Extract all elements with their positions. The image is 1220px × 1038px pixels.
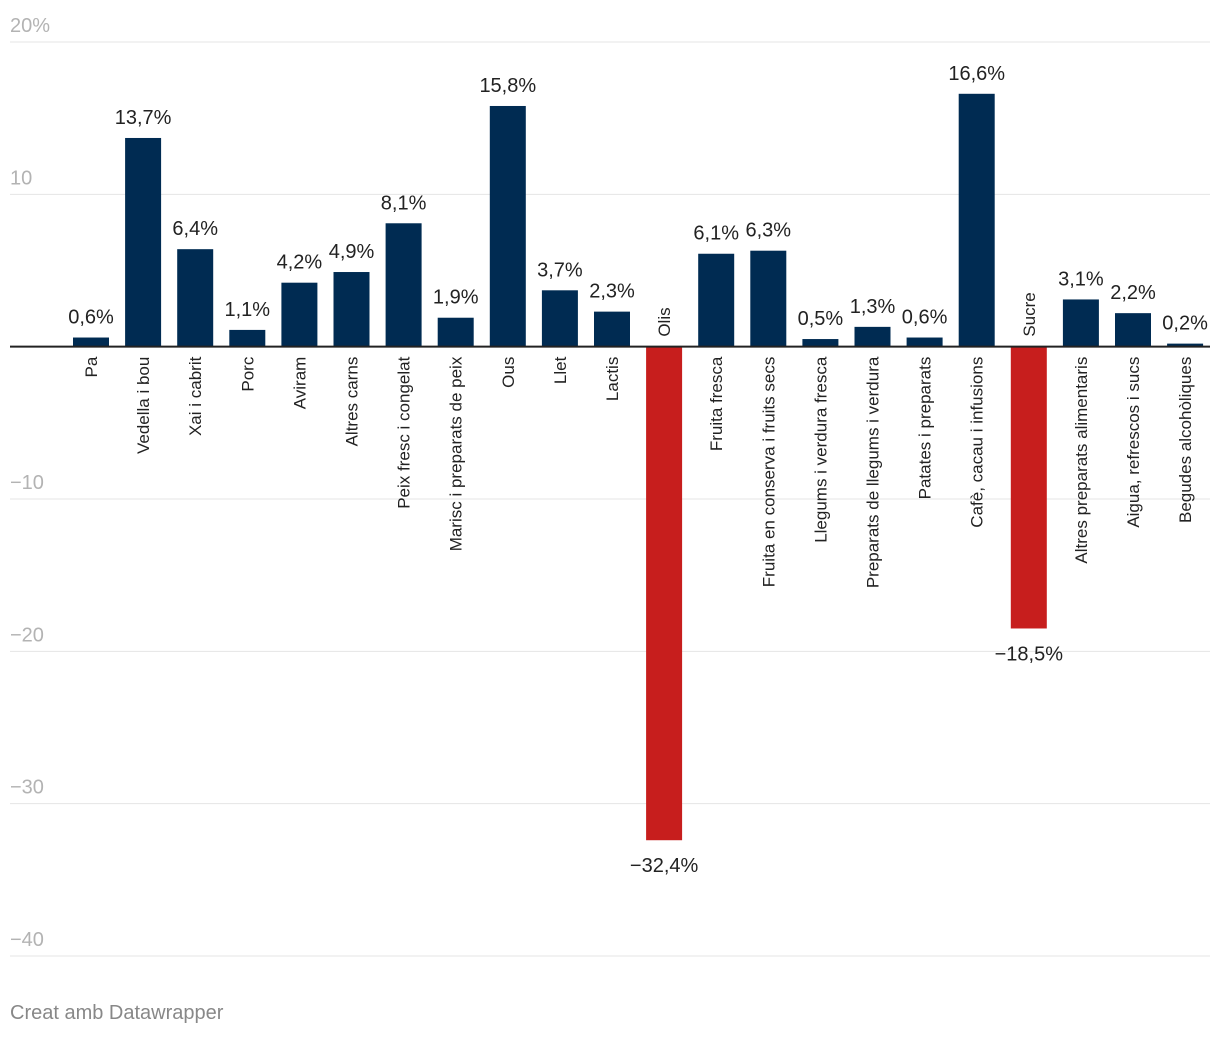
value-label: 15,8% xyxy=(479,75,536,97)
value-label: 0,6% xyxy=(68,307,114,329)
value-label: 0,6% xyxy=(902,307,948,329)
y-tick-label: 20% xyxy=(10,15,50,37)
y-axis-ticks: 20% 10 −10 −20 −30 −40 xyxy=(10,15,50,951)
value-label: 1,3% xyxy=(850,296,896,318)
bar xyxy=(958,93,995,347)
category-label: Begudes alcohòliques xyxy=(1176,357,1195,523)
value-label: −32,4% xyxy=(630,855,699,877)
bar xyxy=(177,249,214,347)
value-label: 6,4% xyxy=(172,218,218,240)
category-label: Aviram xyxy=(290,357,309,410)
category-label: Peix fresc i congelat xyxy=(395,356,414,508)
category-label: Sucre xyxy=(1020,292,1039,336)
y-tick-label: −10 xyxy=(10,472,44,494)
value-label: 4,2% xyxy=(277,252,323,274)
category-label: Altres carns xyxy=(343,357,362,447)
category-label: Olis xyxy=(655,307,674,336)
bar xyxy=(385,223,422,347)
category-label: Fruita en conserva i fruits secs xyxy=(759,357,778,588)
value-label: 8,1% xyxy=(381,192,427,214)
category-label: Lactis xyxy=(603,357,622,401)
bar xyxy=(541,290,578,347)
value-label: 4,9% xyxy=(329,241,375,263)
footer-credit: Creat amb Datawrapper xyxy=(10,1002,224,1024)
bar xyxy=(125,137,162,347)
bar xyxy=(229,329,266,347)
value-label: 3,7% xyxy=(537,259,583,281)
category-label: Vedella i bou xyxy=(134,357,153,454)
bars xyxy=(73,93,1204,841)
value-label: 3,1% xyxy=(1058,268,1104,290)
category-label: Preparats de llegums i verdura xyxy=(864,356,883,588)
category-label: Ous xyxy=(499,357,518,388)
category-label: Xai i cabrit xyxy=(186,356,205,436)
bar xyxy=(750,250,787,347)
value-label: 6,1% xyxy=(693,223,739,245)
bar xyxy=(1167,343,1204,347)
bar xyxy=(906,337,943,347)
value-label: 13,7% xyxy=(115,107,172,129)
y-tick-label: −30 xyxy=(10,777,44,799)
bar xyxy=(1010,346,1047,629)
category-label: Fruita fresca xyxy=(707,356,726,451)
bar xyxy=(802,339,839,347)
bar xyxy=(1062,299,1099,347)
bar xyxy=(281,282,318,347)
bar xyxy=(1115,313,1151,347)
category-label: Cafè, cacau i infusions xyxy=(968,357,987,528)
value-label: 16,6% xyxy=(948,63,1005,85)
category-label: Aigua, refrescos i sucs xyxy=(1124,357,1143,528)
value-label: 0,2% xyxy=(1162,313,1208,335)
value-label: 2,3% xyxy=(589,281,635,303)
bar xyxy=(698,253,735,347)
category-label: Marisc i preparats de peix xyxy=(447,356,466,551)
value-label: 0,5% xyxy=(798,308,844,330)
y-tick-label: 10 xyxy=(10,167,32,189)
bar xyxy=(437,317,474,347)
value-labels: 0,6% 13,7% 6,4% 1,1% 4,2% 4,9% 8,1% 1,9% 15,8% 3,… xyxy=(68,63,1208,877)
value-label: 2,2% xyxy=(1110,282,1156,304)
category-label: Llet xyxy=(551,356,570,384)
bar xyxy=(854,326,891,347)
grid-lines xyxy=(10,41,1210,957)
bar xyxy=(646,346,683,841)
category-label: Patates i preparats xyxy=(916,357,935,500)
bar xyxy=(594,311,630,347)
value-label: 6,3% xyxy=(746,220,792,242)
y-tick-label: −20 xyxy=(10,624,44,646)
bar xyxy=(489,105,526,347)
category-labels: Pa Vedella i bou Xai i cabrit Porc Aviram Alt… xyxy=(82,292,1195,588)
category-label: Porc xyxy=(238,356,257,391)
bar xyxy=(73,337,109,347)
y-tick-label: −40 xyxy=(10,929,44,951)
value-label: 1,1% xyxy=(225,299,271,321)
category-label: Pa xyxy=(82,356,101,377)
category-label: Llegums i verdura fresca xyxy=(811,356,830,543)
value-label: −18,5% xyxy=(995,643,1064,665)
bar xyxy=(333,272,370,347)
category-label: Altres preparats alimentaris xyxy=(1072,357,1091,564)
value-label: 1,9% xyxy=(433,287,479,309)
